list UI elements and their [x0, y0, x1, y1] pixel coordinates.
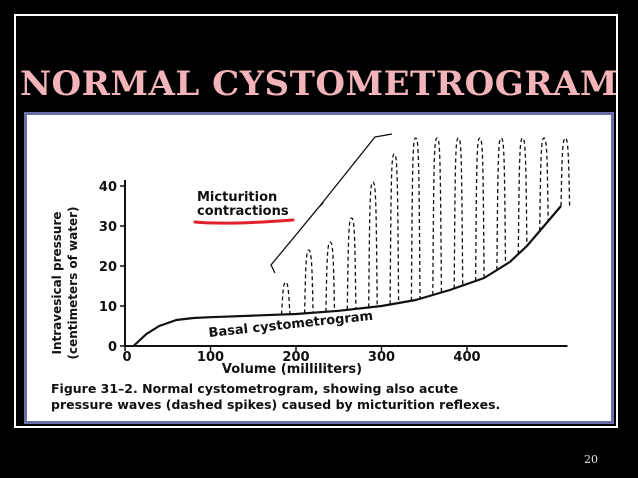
contraction-spike — [389, 153, 400, 305]
x-tick-label: 200 — [282, 350, 309, 365]
basal-cystometrogram-line — [132, 205, 562, 347]
contraction-spike — [474, 137, 485, 282]
contraction-spike — [539, 137, 549, 232]
axes — [120, 180, 568, 351]
x-tick-label: 400 — [453, 350, 480, 365]
contraction-spike — [346, 217, 357, 310]
contraction-spike — [303, 249, 314, 314]
contraction-spike — [325, 241, 336, 312]
y-tick-label: 10 — [99, 300, 117, 315]
basal-series — [132, 205, 562, 347]
micturition-label-line2: contractions — [197, 204, 289, 219]
slide-frame — [14, 14, 618, 428]
y-tick-label: 40 — [99, 180, 117, 195]
x-tick-label: 300 — [368, 350, 395, 365]
contraction-spike — [560, 137, 571, 207]
caption-line2: pressure waves (dashed spikes) caused by… — [51, 397, 500, 412]
contraction-spikes — [280, 137, 571, 315]
red-underline — [193, 218, 295, 225]
x-tick-label: 100 — [197, 350, 224, 365]
x-axis-label: Volume (milliliters) — [222, 362, 362, 377]
contraction-spike — [432, 137, 443, 296]
contraction-spike — [496, 137, 507, 271]
y-tick-label: 20 — [99, 260, 117, 275]
contraction-spike — [517, 137, 528, 255]
y-axis-label-line2: (centimeters of water) — [66, 207, 80, 360]
contraction-spike — [368, 181, 378, 308]
x-tick-label: 0 — [122, 350, 131, 365]
y-axis-label-line1: Intravesical pressure — [50, 211, 64, 354]
figure-panel: 0 10 20 30 40 0 100 200 300 400 Intravesical pres… — [24, 112, 614, 424]
contraction-spike — [280, 281, 291, 315]
y-tick-label: 30 — [99, 220, 117, 235]
y-tick-label: 0 — [108, 340, 117, 355]
contraction-spike — [410, 137, 421, 301]
slide-title: NORMAL CYSTOMETROGRAM — [19, 64, 619, 104]
micturition-label-line1: Micturition — [197, 190, 277, 205]
caption-line1: Figure 31–2. Normal cystometrogram, show… — [51, 381, 458, 396]
contraction-spike — [453, 137, 464, 289]
contractions-bracket — [270, 133, 393, 274]
slide-number: 20 — [584, 453, 598, 466]
